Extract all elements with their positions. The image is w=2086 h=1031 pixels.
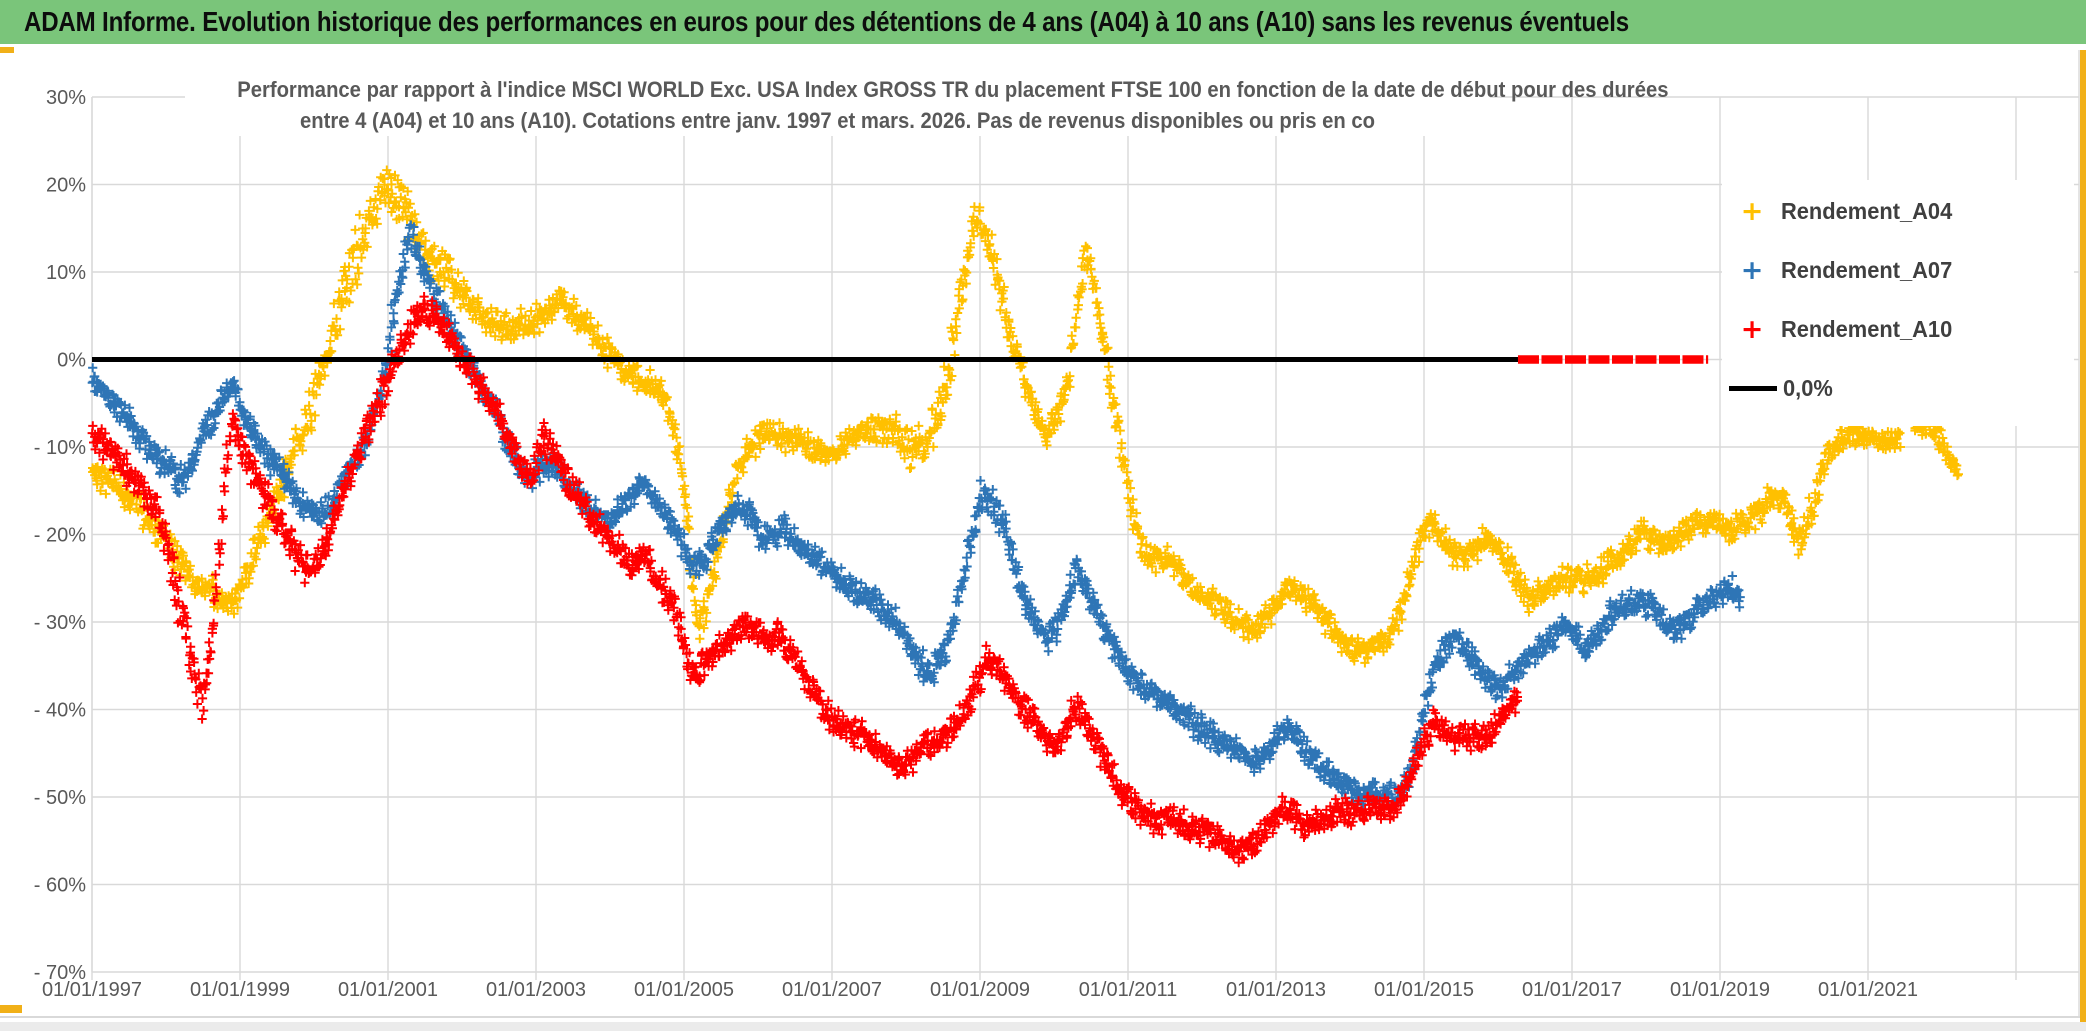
legend-item-rendement_a04[interactable]: + Rendement_A04 (1729, 182, 2074, 241)
legend-item-zero-line[interactable]: 0,0% (1729, 359, 2074, 418)
bottom-strip (0, 1022, 2086, 1031)
frame-accent-top-left (0, 47, 14, 53)
x-axis-tick-label: 01/01/2019 (1670, 979, 1770, 1001)
legend-item-rendement_a07[interactable]: + Rendement_A07 (1729, 241, 2074, 300)
y-axis-tick-label: - 60% (34, 875, 86, 897)
x-axis-tick-label: 01/01/2013 (1226, 979, 1326, 1001)
x-axis-tick-label: 01/01/2003 (486, 979, 586, 1001)
y-axis-tick-label: - 30% (34, 612, 86, 634)
plus-marker-icon: + (1740, 255, 1764, 286)
series-points-rendement_a10 (87, 292, 1522, 868)
y-axis-tick-label: - 10% (34, 437, 86, 459)
x-axis-tick-label: 01/01/1997 (42, 979, 142, 1001)
x-axis-tick-label: 01/01/2015 (1374, 979, 1474, 1001)
y-axis-tick-label: - 50% (34, 787, 86, 809)
x-axis-tick-label: 01/01/2005 (634, 979, 734, 1001)
y-axis-tick-label: 30% (46, 87, 86, 109)
y-axis-tick-label: - 70% (34, 962, 86, 984)
legend-item-label: Rendement_A07 (1781, 257, 1953, 283)
chart-legend[interactable]: + Rendement_A04 + Rendement_A07 + Rendement_A… (1729, 182, 2074, 418)
x-axis-tick-label: 01/01/2017 (1522, 979, 1622, 1001)
legend-item-label: Rendement_A10 (1781, 316, 1953, 342)
chart-title-line2: entre 4 (A04) et 10 ans (A10). Cotations… (299, 108, 1375, 133)
x-axis-tick-label: 01/01/2021 (1818, 979, 1918, 1001)
x-axis-tick-label: 01/01/2007 (782, 979, 882, 1001)
x-axis-tick-label: 01/01/2011 (1079, 979, 1178, 1001)
series-points-rendement_a04 (88, 165, 1963, 668)
plus-marker-icon: + (1740, 196, 1764, 227)
chart-bottom-border (0, 1016, 2080, 1018)
frame-accent-bottom-left (0, 1005, 22, 1013)
line-swatch-icon (1729, 386, 1777, 391)
plus-marker-icon: + (1740, 314, 1764, 345)
chart-title: Performance par rapport à l'indice MSCI … (185, 74, 1669, 136)
report-title: ADAM Informe. Evolution historique des p… (24, 6, 1629, 37)
y-axis-tick-label: 0% (57, 350, 86, 372)
y-axis-tick-label: - 40% (34, 700, 86, 722)
frame-accent-right-bar (2080, 50, 2086, 1022)
y-axis-tick-label: - 20% (34, 525, 86, 547)
report-title-bar: ADAM Informe. Evolution historique des p… (0, 0, 2086, 44)
chart-title-line1: Performance par rapport à l'indice MSCI … (237, 77, 1669, 102)
x-axis-tick-label: 01/01/1999 (190, 979, 290, 1001)
y-axis-tick-label: 20% (46, 175, 86, 197)
x-axis-tick-label: 01/01/2001 (338, 979, 438, 1001)
legend-item-rendement_a10[interactable]: + Rendement_A10 (1729, 300, 2074, 359)
chart-area[interactable]: 30% 20% 10% 0% - 10% - 20% - 30% - 40% - 50% - 60… (0, 44, 2086, 1031)
x-axis-tick-label: 01/01/2009 (930, 979, 1030, 1001)
legend-item-label: 0,0% (1783, 375, 1833, 401)
legend-item-label: Rendement_A04 (1781, 198, 1953, 224)
y-axis-tick-label: 10% (46, 262, 86, 284)
